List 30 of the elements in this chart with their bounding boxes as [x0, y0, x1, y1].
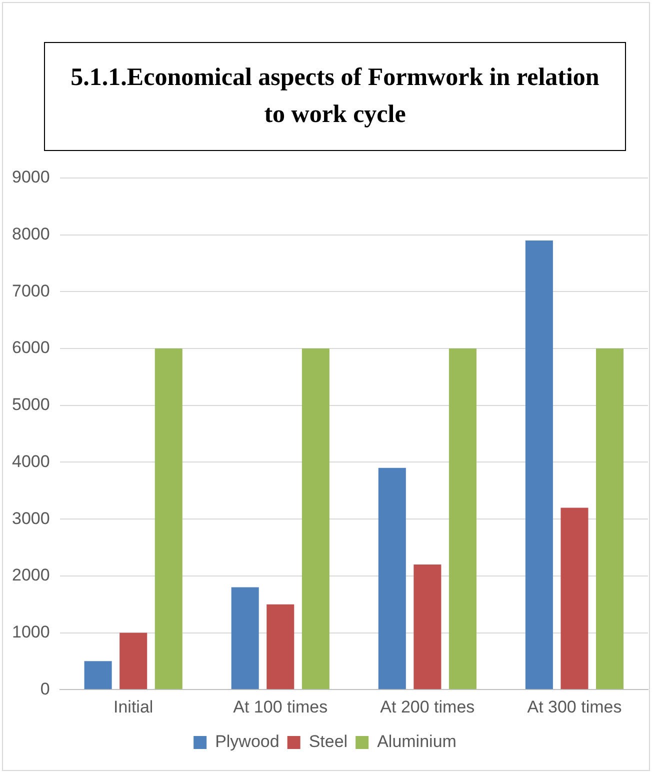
y-tick-label: 5000 — [12, 395, 50, 414]
y-tick-label: 4000 — [12, 452, 50, 471]
bar — [378, 468, 406, 690]
bar — [231, 587, 259, 690]
bar — [525, 240, 553, 690]
bar — [448, 348, 476, 690]
bar — [120, 632, 148, 690]
y-tick-label: 3000 — [12, 508, 50, 528]
y-tick-label: 1000 — [12, 622, 50, 642]
y-tick-label: 9000 — [12, 168, 50, 187]
bar — [414, 564, 442, 690]
legend-label: Aluminium — [377, 732, 456, 752]
legend-label: Plywood — [215, 732, 280, 752]
x-tick-label: At 100 times — [233, 697, 328, 716]
bar — [154, 348, 182, 690]
y-tick-label: 8000 — [12, 224, 50, 244]
bar — [266, 604, 294, 690]
y-tick-label: 7000 — [12, 281, 50, 300]
bar — [560, 508, 588, 690]
bar — [84, 661, 112, 690]
legend-label: Steel — [308, 732, 348, 752]
x-tick-label: Initial — [113, 697, 154, 716]
x-tick-label: At 200 times — [380, 697, 475, 716]
y-tick-label: 2000 — [12, 566, 50, 585]
chart-title: 5.1.1.Economical aspects of Formwork in relation to work cycle — [44, 42, 626, 151]
bar — [302, 348, 330, 690]
bar — [596, 348, 624, 690]
y-tick-label: 6000 — [12, 338, 50, 358]
y-tick-label: 0 — [40, 679, 50, 698]
x-tick-label: At 300 times — [527, 697, 622, 716]
